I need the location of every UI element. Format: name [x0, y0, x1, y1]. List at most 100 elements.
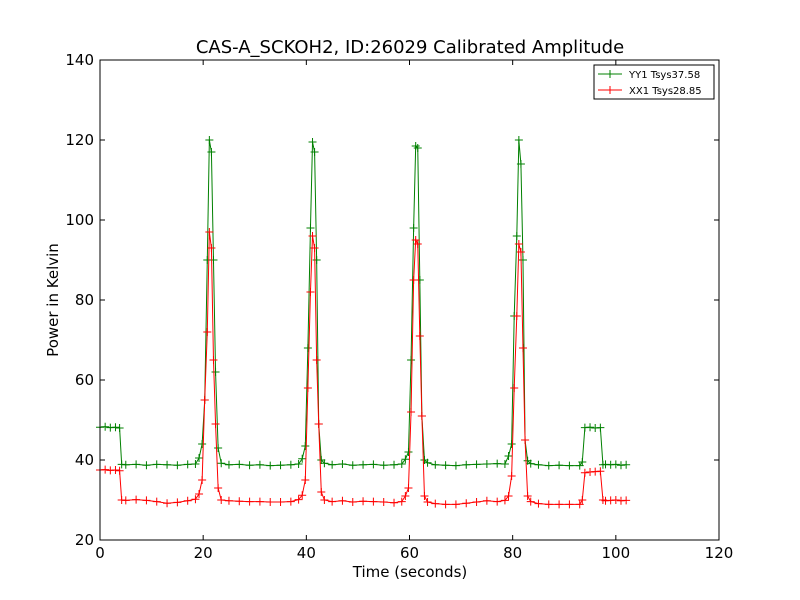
legend-label: XX1 Tsys28.85	[629, 86, 702, 97]
data-point	[415, 332, 424, 340]
data-point	[580, 468, 589, 477]
data-point	[544, 461, 553, 470]
data-point	[423, 458, 432, 467]
data-point	[320, 496, 329, 504]
y-tick-label: 60	[75, 371, 94, 389]
data-point	[526, 497, 535, 506]
data-point	[314, 420, 323, 428]
data-point	[534, 499, 543, 508]
data-point	[308, 138, 317, 146]
x-axis-title: Time (seconds)	[352, 563, 468, 581]
data-point	[298, 454, 307, 463]
data-point	[578, 496, 587, 504]
data-point	[413, 240, 422, 248]
data-point	[294, 495, 303, 504]
data-point	[303, 384, 312, 392]
data-point	[301, 442, 310, 450]
data-point	[214, 484, 223, 492]
data-point	[575, 500, 584, 509]
data-point	[390, 498, 399, 507]
data-point	[565, 461, 574, 470]
data-point	[420, 492, 429, 500]
data-point	[404, 484, 413, 492]
data-point	[217, 496, 226, 504]
data-point	[306, 224, 315, 232]
data-point	[423, 498, 432, 506]
data-point	[523, 492, 532, 500]
data-point	[512, 312, 521, 320]
data-point	[472, 460, 481, 469]
legend-marker	[606, 86, 614, 94]
x-tick-label: 0	[95, 544, 105, 562]
data-point	[294, 460, 303, 468]
legend-box	[593, 64, 715, 100]
data-point	[397, 460, 406, 468]
data-point	[565, 500, 574, 509]
data-point	[286, 497, 295, 506]
data-point	[173, 461, 182, 470]
data-point	[191, 460, 200, 468]
data-point	[301, 476, 310, 484]
data-point	[359, 460, 368, 469]
data-point	[518, 344, 527, 352]
data-point	[348, 498, 357, 506]
data-point	[328, 460, 337, 469]
data-point	[224, 460, 233, 469]
data-point	[266, 461, 275, 470]
data-point	[516, 248, 525, 256]
data-point	[390, 460, 399, 469]
data-point	[245, 497, 254, 506]
data-point	[328, 497, 337, 506]
data-point	[521, 436, 530, 444]
data-point	[205, 228, 214, 236]
series-layer	[96, 136, 631, 509]
data-point	[407, 356, 416, 364]
data-point	[611, 496, 620, 504]
series-line	[99, 139, 627, 467]
data-point	[152, 497, 161, 506]
data-point	[348, 461, 357, 470]
data-point	[397, 497, 406, 506]
x-tick-label: 40	[297, 544, 316, 562]
data-point	[404, 448, 413, 456]
data-point	[132, 460, 141, 469]
data-point	[173, 498, 182, 507]
data-point	[462, 460, 471, 469]
data-point	[298, 491, 307, 500]
data-point	[401, 492, 410, 500]
data-point	[209, 356, 218, 364]
data-point	[431, 460, 440, 469]
data-point	[441, 461, 450, 470]
data-point	[338, 496, 347, 505]
data-point	[512, 232, 521, 240]
chart-title: CAS-A_SCKOH2, ID:26029 Calibrated Amplit…	[196, 37, 624, 58]
data-point	[516, 160, 525, 168]
data-point	[310, 244, 319, 252]
data-point	[303, 344, 312, 352]
data-point	[611, 460, 620, 469]
data-point	[514, 136, 523, 144]
data-point	[195, 490, 204, 498]
data-point	[111, 466, 120, 474]
data-point	[115, 466, 124, 475]
data-point	[209, 256, 218, 264]
x-tick-label: 80	[503, 544, 522, 562]
data-point	[514, 240, 523, 248]
legend-item: YY1 Tsys37.58	[598, 70, 700, 81]
data-point	[308, 232, 317, 240]
data-point	[596, 423, 605, 432]
data-point	[500, 496, 509, 505]
data-point	[369, 460, 378, 469]
x-tick-label: 60	[400, 544, 419, 562]
data-point	[217, 459, 226, 468]
data-point	[224, 496, 233, 505]
data-point	[409, 276, 418, 284]
data-point	[507, 440, 516, 448]
data-point	[207, 244, 216, 252]
data-point	[338, 460, 347, 468]
data-point	[622, 496, 631, 505]
data-point	[312, 256, 321, 264]
data-point	[555, 461, 564, 470]
data-point	[413, 144, 422, 152]
